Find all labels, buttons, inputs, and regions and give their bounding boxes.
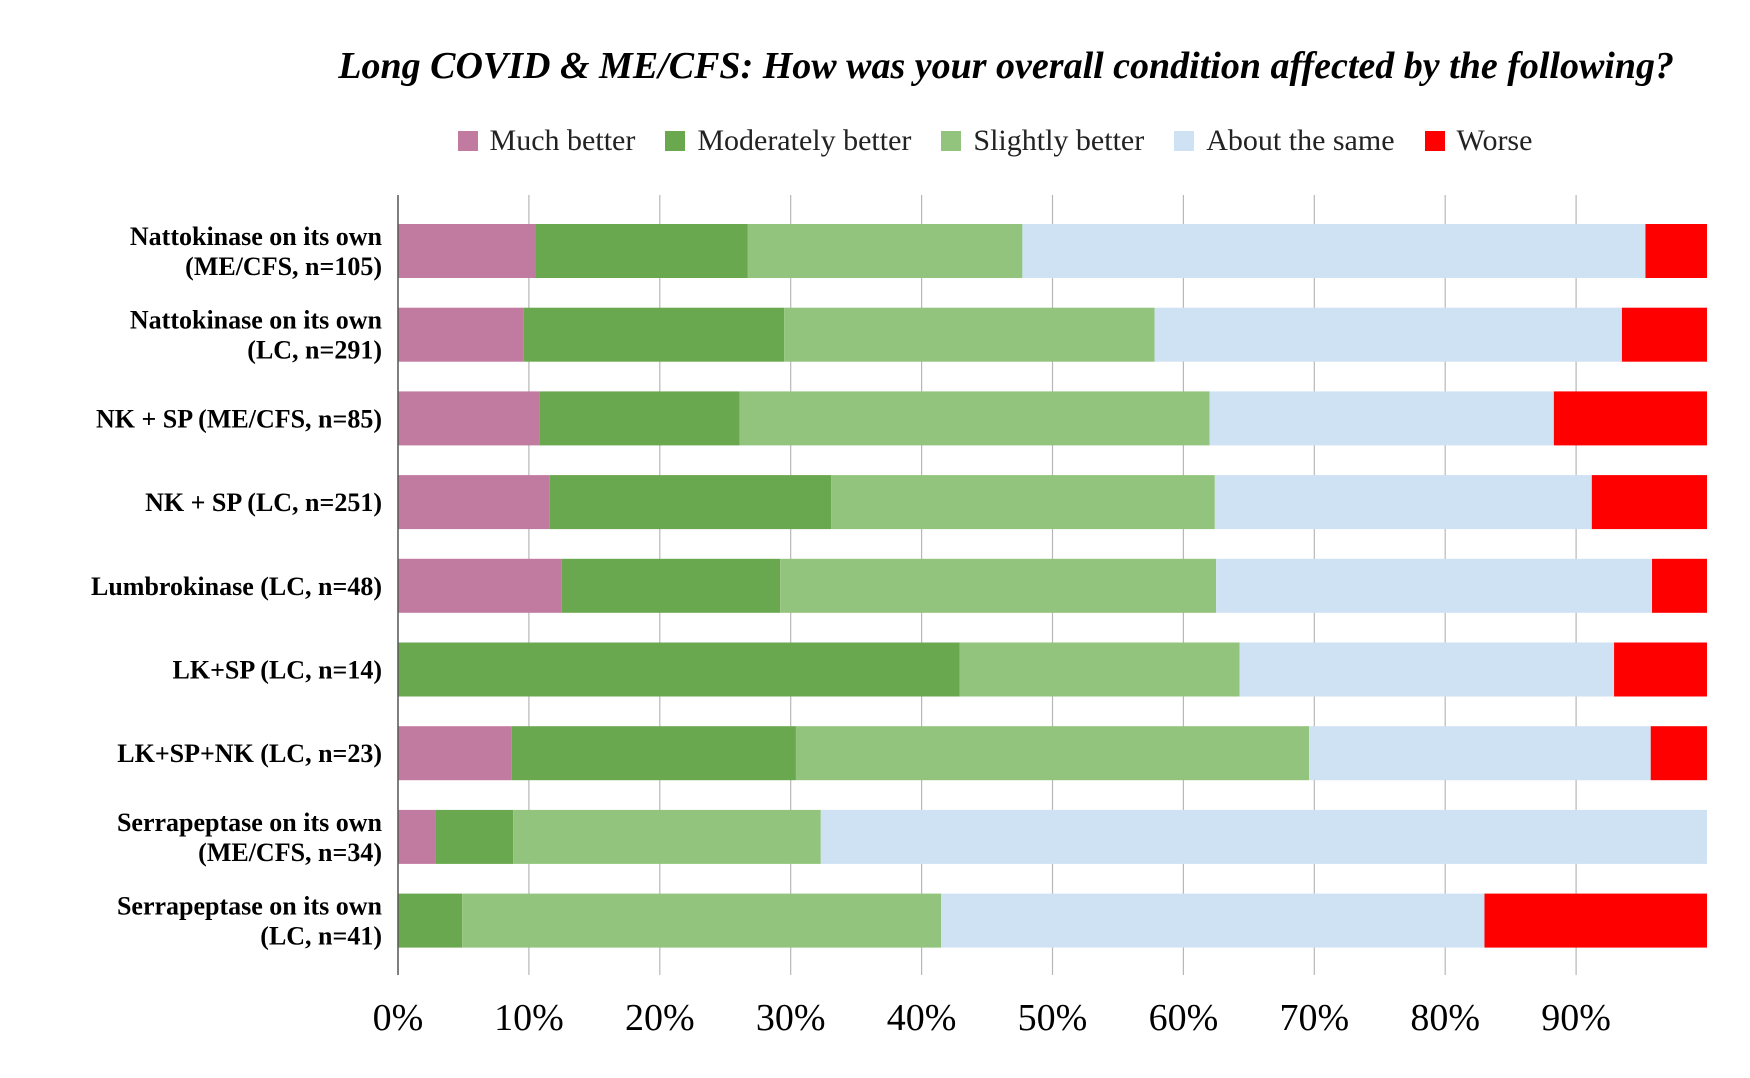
category-label: Lumbrokinase (LC, n=48): [91, 572, 382, 601]
bar-segment: [1650, 726, 1707, 781]
bar-segment: [1214, 475, 1592, 530]
bar-segment: [1209, 391, 1554, 446]
x-tick-label: 70%: [1279, 997, 1349, 1039]
x-tick-label: 80%: [1410, 997, 1480, 1039]
bar-segment: [398, 224, 536, 278]
bar-segment: [1614, 642, 1707, 697]
legend-label: Worse: [1456, 124, 1533, 157]
category-label: Serrapeptase on its own (ME/CFS, n=34): [117, 808, 383, 867]
legend-item: Slightly better: [941, 124, 1144, 158]
legend: Much better Moderately better Slightly bet…: [0, 124, 1750, 158]
bar-segment: [511, 726, 796, 781]
chart-title: Long COVID & ME/CFS: How was your overal…: [338, 45, 1674, 87]
category-label: NK + SP (ME/CFS, n=85): [96, 404, 382, 433]
legend-swatch: [665, 131, 686, 151]
bar-segment: [831, 475, 1215, 530]
x-tick-label: 90%: [1541, 997, 1611, 1039]
legend-swatch: [1424, 131, 1445, 151]
legend-label: Much better: [489, 124, 636, 157]
bar-segment: [398, 726, 512, 781]
legend-swatch: [457, 131, 478, 151]
bar-segment: [780, 558, 1217, 613]
bar-segment: [1309, 726, 1651, 781]
bar-segment: [398, 642, 960, 697]
bar-segment: [561, 558, 781, 613]
bar-segment: [462, 893, 942, 948]
bar-segment: [820, 809, 1707, 864]
bar-segment: [784, 307, 1155, 362]
bar-segment: [398, 391, 540, 446]
bar-segment: [795, 726, 1310, 781]
bar-segment: [1591, 475, 1707, 530]
x-tick-label: 30%: [756, 997, 826, 1039]
bar-segment: [539, 391, 740, 446]
bar-segment: [959, 642, 1240, 697]
bar-segment: [1154, 307, 1622, 362]
legend-label: Moderately better: [697, 124, 912, 157]
bar-segment: [941, 893, 1485, 948]
legend-item: Worse: [1424, 124, 1533, 158]
bar-segment: [523, 307, 785, 362]
legend-label: About the same: [1206, 124, 1395, 157]
bar-segment: [1621, 307, 1707, 362]
bar-segment: [1652, 558, 1707, 613]
bar-segment: [398, 558, 562, 613]
x-tick-label: 10%: [494, 997, 564, 1039]
bar-segment: [1022, 224, 1646, 278]
bar-segment: [1484, 893, 1707, 948]
category-label: Serrapeptase on its own (LC, n=41): [117, 892, 383, 951]
bar-segment: [398, 475, 550, 530]
bar-segment: [535, 224, 748, 278]
legend-swatch: [941, 131, 962, 151]
bar-segment: [1553, 391, 1707, 446]
bar-segment: [1216, 558, 1653, 613]
bar-segment: [435, 809, 514, 864]
category-label: LK+SP+NK (LC, n=23): [117, 739, 382, 768]
x-tick-label: 40%: [887, 997, 957, 1039]
bar-segment: [398, 809, 436, 864]
bar-segment: [398, 307, 524, 362]
bar-segment: [513, 809, 821, 864]
legend-item: Moderately better: [665, 124, 911, 158]
x-tick-label: 60%: [1149, 997, 1219, 1039]
legend-item: Much better: [457, 124, 636, 158]
category-label: Nattokinase on its own (ME/CFS, n=105): [130, 222, 383, 281]
bar-segment: [747, 224, 1023, 278]
bar-segment: [549, 475, 832, 530]
category-label: NK + SP (LC, n=251): [145, 488, 382, 517]
x-tick-label: 0%: [373, 997, 424, 1039]
legend-item: About the same: [1174, 124, 1395, 158]
legend-swatch: [1174, 131, 1195, 151]
category-label: Nattokinase on its own (LC, n=291): [130, 306, 383, 365]
x-tick-label: 50%: [1018, 997, 1088, 1039]
bar-segment: [398, 893, 463, 948]
legend-label: Slightly better: [973, 124, 1145, 157]
bar-segment: [739, 391, 1210, 446]
bar-segment: [1645, 224, 1707, 278]
category-label: LK+SP (LC, n=14): [173, 656, 383, 685]
x-tick-label: 20%: [625, 997, 695, 1039]
bar-segment: [1239, 642, 1615, 697]
